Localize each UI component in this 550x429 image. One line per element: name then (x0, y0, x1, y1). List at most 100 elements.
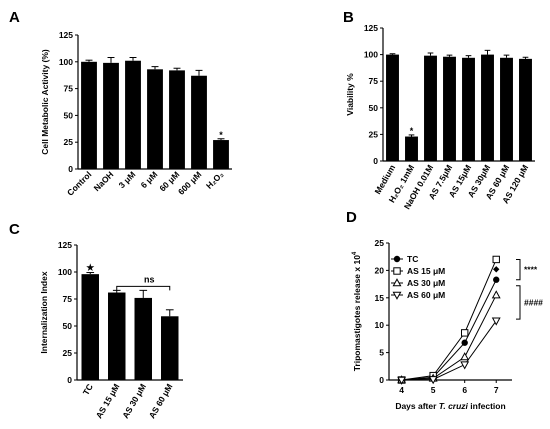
panel-c-star-mark: ★ (86, 263, 95, 273)
panel-c-y-tick-label: 75 (63, 294, 73, 304)
panel-b-bar (519, 58, 532, 161)
panel-b-bar (443, 56, 456, 162)
panel-b-y-tick-label: 25 (369, 129, 379, 139)
panel-d-data-point (397, 376, 407, 385)
panel-a-y-tick-label: 25 (64, 137, 74, 147)
panel-d-data-point (493, 266, 500, 273)
panel-d-data-point (461, 339, 468, 346)
panel-d-x-tick-label: 6 (462, 385, 467, 395)
panel-d-data-point (428, 376, 438, 385)
panel-d-x-axis-label-part: infection (468, 401, 506, 411)
panel-d-legend-label: TC (407, 254, 418, 264)
panel-d-bracket-lower (516, 285, 521, 320)
panel-a-y-tick-label: 50 (64, 110, 74, 120)
panel-b-significance-mark: * (410, 126, 414, 136)
panel-b-y-tick-label: 50 (369, 103, 379, 113)
panel-d-series-line (401, 294, 497, 381)
panel-a-y-tick-label: 0 (68, 164, 73, 174)
panel-d-y-tick-label: 20 (375, 265, 385, 275)
panel-a-y-tick-label: 75 (64, 84, 74, 94)
panel-a-chart: 0 25 50 75 100 125 Cell Metabolic Activity (%)… (40, 30, 232, 198)
panel-a-x-tick-label: 600 μM (176, 169, 203, 196)
panel-c-y-tick-label: 100 (58, 267, 72, 277)
panel-b-y-tick-label: 100 (364, 50, 378, 60)
panel-d-legend-marker (393, 267, 401, 275)
panel-b-y-tick-label: 125 (364, 23, 378, 33)
panel-a-y-tick-label: 100 (59, 57, 73, 67)
panel-d-y-axis-label: Tripomastigotes release x 104 (352, 251, 362, 371)
panel-d-bracket-upper (516, 258, 521, 281)
panel-d-y-tick-label: 5 (379, 348, 384, 358)
panel-c-y-tick-label: 125 (58, 240, 72, 250)
panel-c-x-tick-label: AS 60 μM (147, 382, 175, 420)
panel-b-bar (462, 57, 475, 161)
panel-d-data-point (493, 276, 500, 283)
panel-b-bar (424, 55, 437, 161)
panel-d-significance-lower: #### (524, 297, 543, 307)
panel-c-bar (81, 274, 99, 380)
panel-a-x-tick-label: H₂O₂ (204, 169, 226, 191)
panel-label-c: C (9, 221, 20, 238)
panel-b-y-axis-label: Viability % (345, 73, 355, 116)
panel-d-chart: 0 5 10 15 20 25 4 5 6 7 Days after T. cruzi infect… (352, 238, 543, 411)
panel-a-bar (213, 140, 229, 169)
panel-c-x-tick-label: TC (81, 382, 95, 397)
panel-d-series-line (401, 259, 497, 381)
panel-label-b: B (343, 9, 354, 26)
panel-d-x-axis-label-part: Days after (395, 401, 438, 411)
panel-c-bar (134, 297, 152, 380)
panel-c-x-tick-label: AS 30 μM (120, 382, 148, 420)
panel-a-bar (191, 75, 207, 169)
panel-d-significance-upper: **** (524, 265, 538, 275)
panel-label-d: D (346, 209, 357, 226)
panel-d-data-point (460, 361, 470, 370)
panel-a-bar (125, 60, 141, 170)
panel-d-y-tick-label: 15 (375, 293, 385, 303)
panel-d-y-axis-label-main: Tripomastigotes release x 10 (352, 255, 362, 371)
panel-b-y-tick-label: 75 (369, 76, 379, 86)
panel-d-legend-label: AS 30 μM (407, 278, 445, 288)
panel-d-series-line (401, 320, 497, 381)
panel-c-y-axis-label: Internalization Index (39, 271, 49, 353)
panel-d-y-tick-label: 10 (375, 320, 385, 330)
panel-d-x-tick-label: 4 (399, 385, 404, 395)
panel-a-x-tick-label: 3 μM (117, 169, 138, 190)
panel-d-legend-marker (392, 278, 402, 287)
panel-a-bar (103, 62, 119, 169)
panel-d-y-tick-label: 0 (379, 375, 384, 385)
panel-a-x-tick-label: 6 μM (139, 169, 160, 190)
panel-a-x-tick-label: NaOH (92, 169, 116, 193)
panel-a-y-tick-label: 125 (59, 30, 73, 40)
panel-a-y-axis-label: Cell Metabolic Activity (%) (40, 49, 50, 155)
panel-d-x-tick-label: 5 (431, 385, 436, 395)
panel-b-bar (500, 57, 513, 161)
panel-a-bar (147, 69, 163, 169)
panel-b-y-tick-label: 0 (373, 156, 378, 166)
panel-d-series-line (401, 279, 497, 381)
panel-a-bar (81, 61, 97, 169)
panel-b-bar (386, 54, 399, 161)
panel-d-legend-marker (392, 291, 402, 300)
panel-label-a: A (9, 9, 20, 26)
panel-d-x-tick-label: 7 (494, 385, 499, 395)
panel-d-y-tick-label: 25 (375, 238, 385, 248)
panel-d-x-axis-label-part: T. cruzi (439, 401, 469, 411)
panel-d-data-point (460, 329, 469, 337)
panel-a-bar (169, 70, 185, 169)
panel-c-y-tick-label: 0 (67, 375, 72, 385)
panel-c-x-tick-label: AS 15 μM (94, 382, 122, 420)
panel-c-y-tick-label: 50 (63, 321, 73, 331)
panel-d-x-axis-label: Days after T. cruzi infection (395, 401, 505, 411)
panel-c-ns-label: ns (144, 274, 155, 284)
panel-d-legend-label: AS 60 μM (407, 290, 445, 300)
panel-c-ns-bracket (116, 285, 171, 291)
panel-c-y-tick-label: 25 (63, 348, 73, 358)
panel-b-bar (481, 54, 494, 161)
panel-a-significance-mark: * (219, 130, 223, 140)
panel-d-y-axis-label-superscript: 4 (352, 251, 358, 255)
panel-d-data-point (491, 317, 501, 326)
panel-c-bar (108, 292, 126, 380)
